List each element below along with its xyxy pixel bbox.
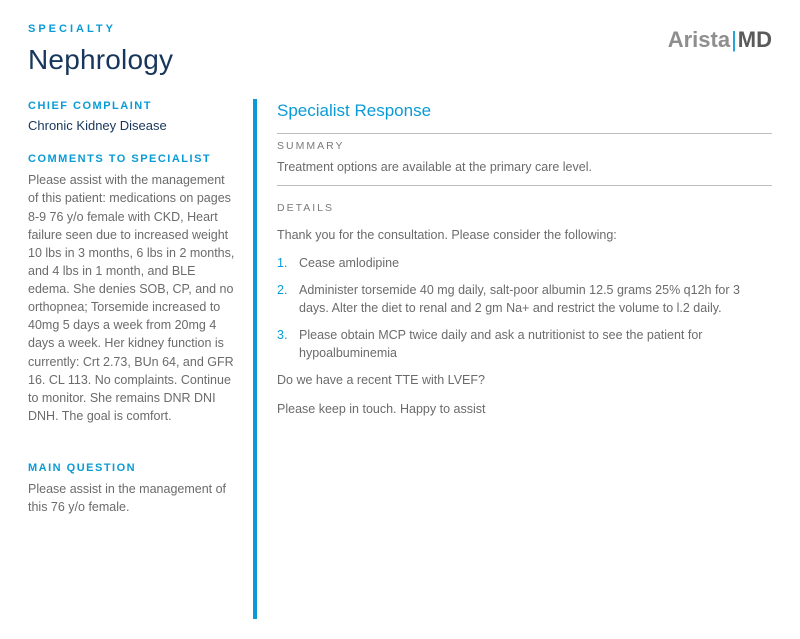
right-column: Specialist Response SUMMARY Treatment op… xyxy=(257,99,772,619)
content-columns: CHIEF COMPLAINT Chronic Kidney Disease C… xyxy=(28,99,772,619)
summary-label: SUMMARY xyxy=(277,133,772,154)
comments-label: COMMENTS TO SPECIALIST xyxy=(28,152,235,168)
specialty-eyebrow: SPECIALTY xyxy=(28,22,173,38)
main-question-label: MAIN QUESTION xyxy=(28,461,235,477)
specialty-name: Nephrology xyxy=(28,40,173,81)
closing-line: Please keep in touch. Happy to assist xyxy=(277,400,772,418)
list-item: Cease amlodipine xyxy=(277,254,772,272)
recommendation-list: Cease amlodipine Administer torsemide 40… xyxy=(277,254,772,363)
details-intro: Thank you for the consultation. Please c… xyxy=(277,226,772,244)
details-label: DETAILS xyxy=(277,196,772,216)
main-question-text: Please assist in the management of this … xyxy=(28,480,235,516)
comments-text: Please assist with the management of thi… xyxy=(28,171,235,425)
left-column: CHIEF COMPLAINT Chronic Kidney Disease C… xyxy=(28,99,253,619)
followup-question: Do we have a recent TTE with LVEF? xyxy=(277,371,772,389)
logo-separator: | xyxy=(730,27,738,52)
details-body: Thank you for the consultation. Please c… xyxy=(277,220,772,418)
chief-complaint-label: CHIEF COMPLAINT xyxy=(28,99,235,115)
spacer xyxy=(28,447,235,461)
summary-text: Treatment options are available at the p… xyxy=(277,158,772,185)
list-item: Administer torsemide 40 mg daily, salt-p… xyxy=(277,281,772,317)
list-item: Please obtain MCP twice daily and ask a … xyxy=(277,326,772,362)
response-title: Specialist Response xyxy=(277,99,772,124)
brand-logo: Arista|MD xyxy=(668,24,772,56)
page-root: SPECIALTY Nephrology Arista|MD CHIEF COM… xyxy=(0,0,800,639)
logo-part2: MD xyxy=(738,27,772,52)
specialty-block: SPECIALTY Nephrology xyxy=(28,22,173,81)
header-row: SPECIALTY Nephrology Arista|MD xyxy=(28,22,772,81)
chief-complaint-value: Chronic Kidney Disease xyxy=(28,117,235,136)
logo-part1: Arista xyxy=(668,27,730,52)
